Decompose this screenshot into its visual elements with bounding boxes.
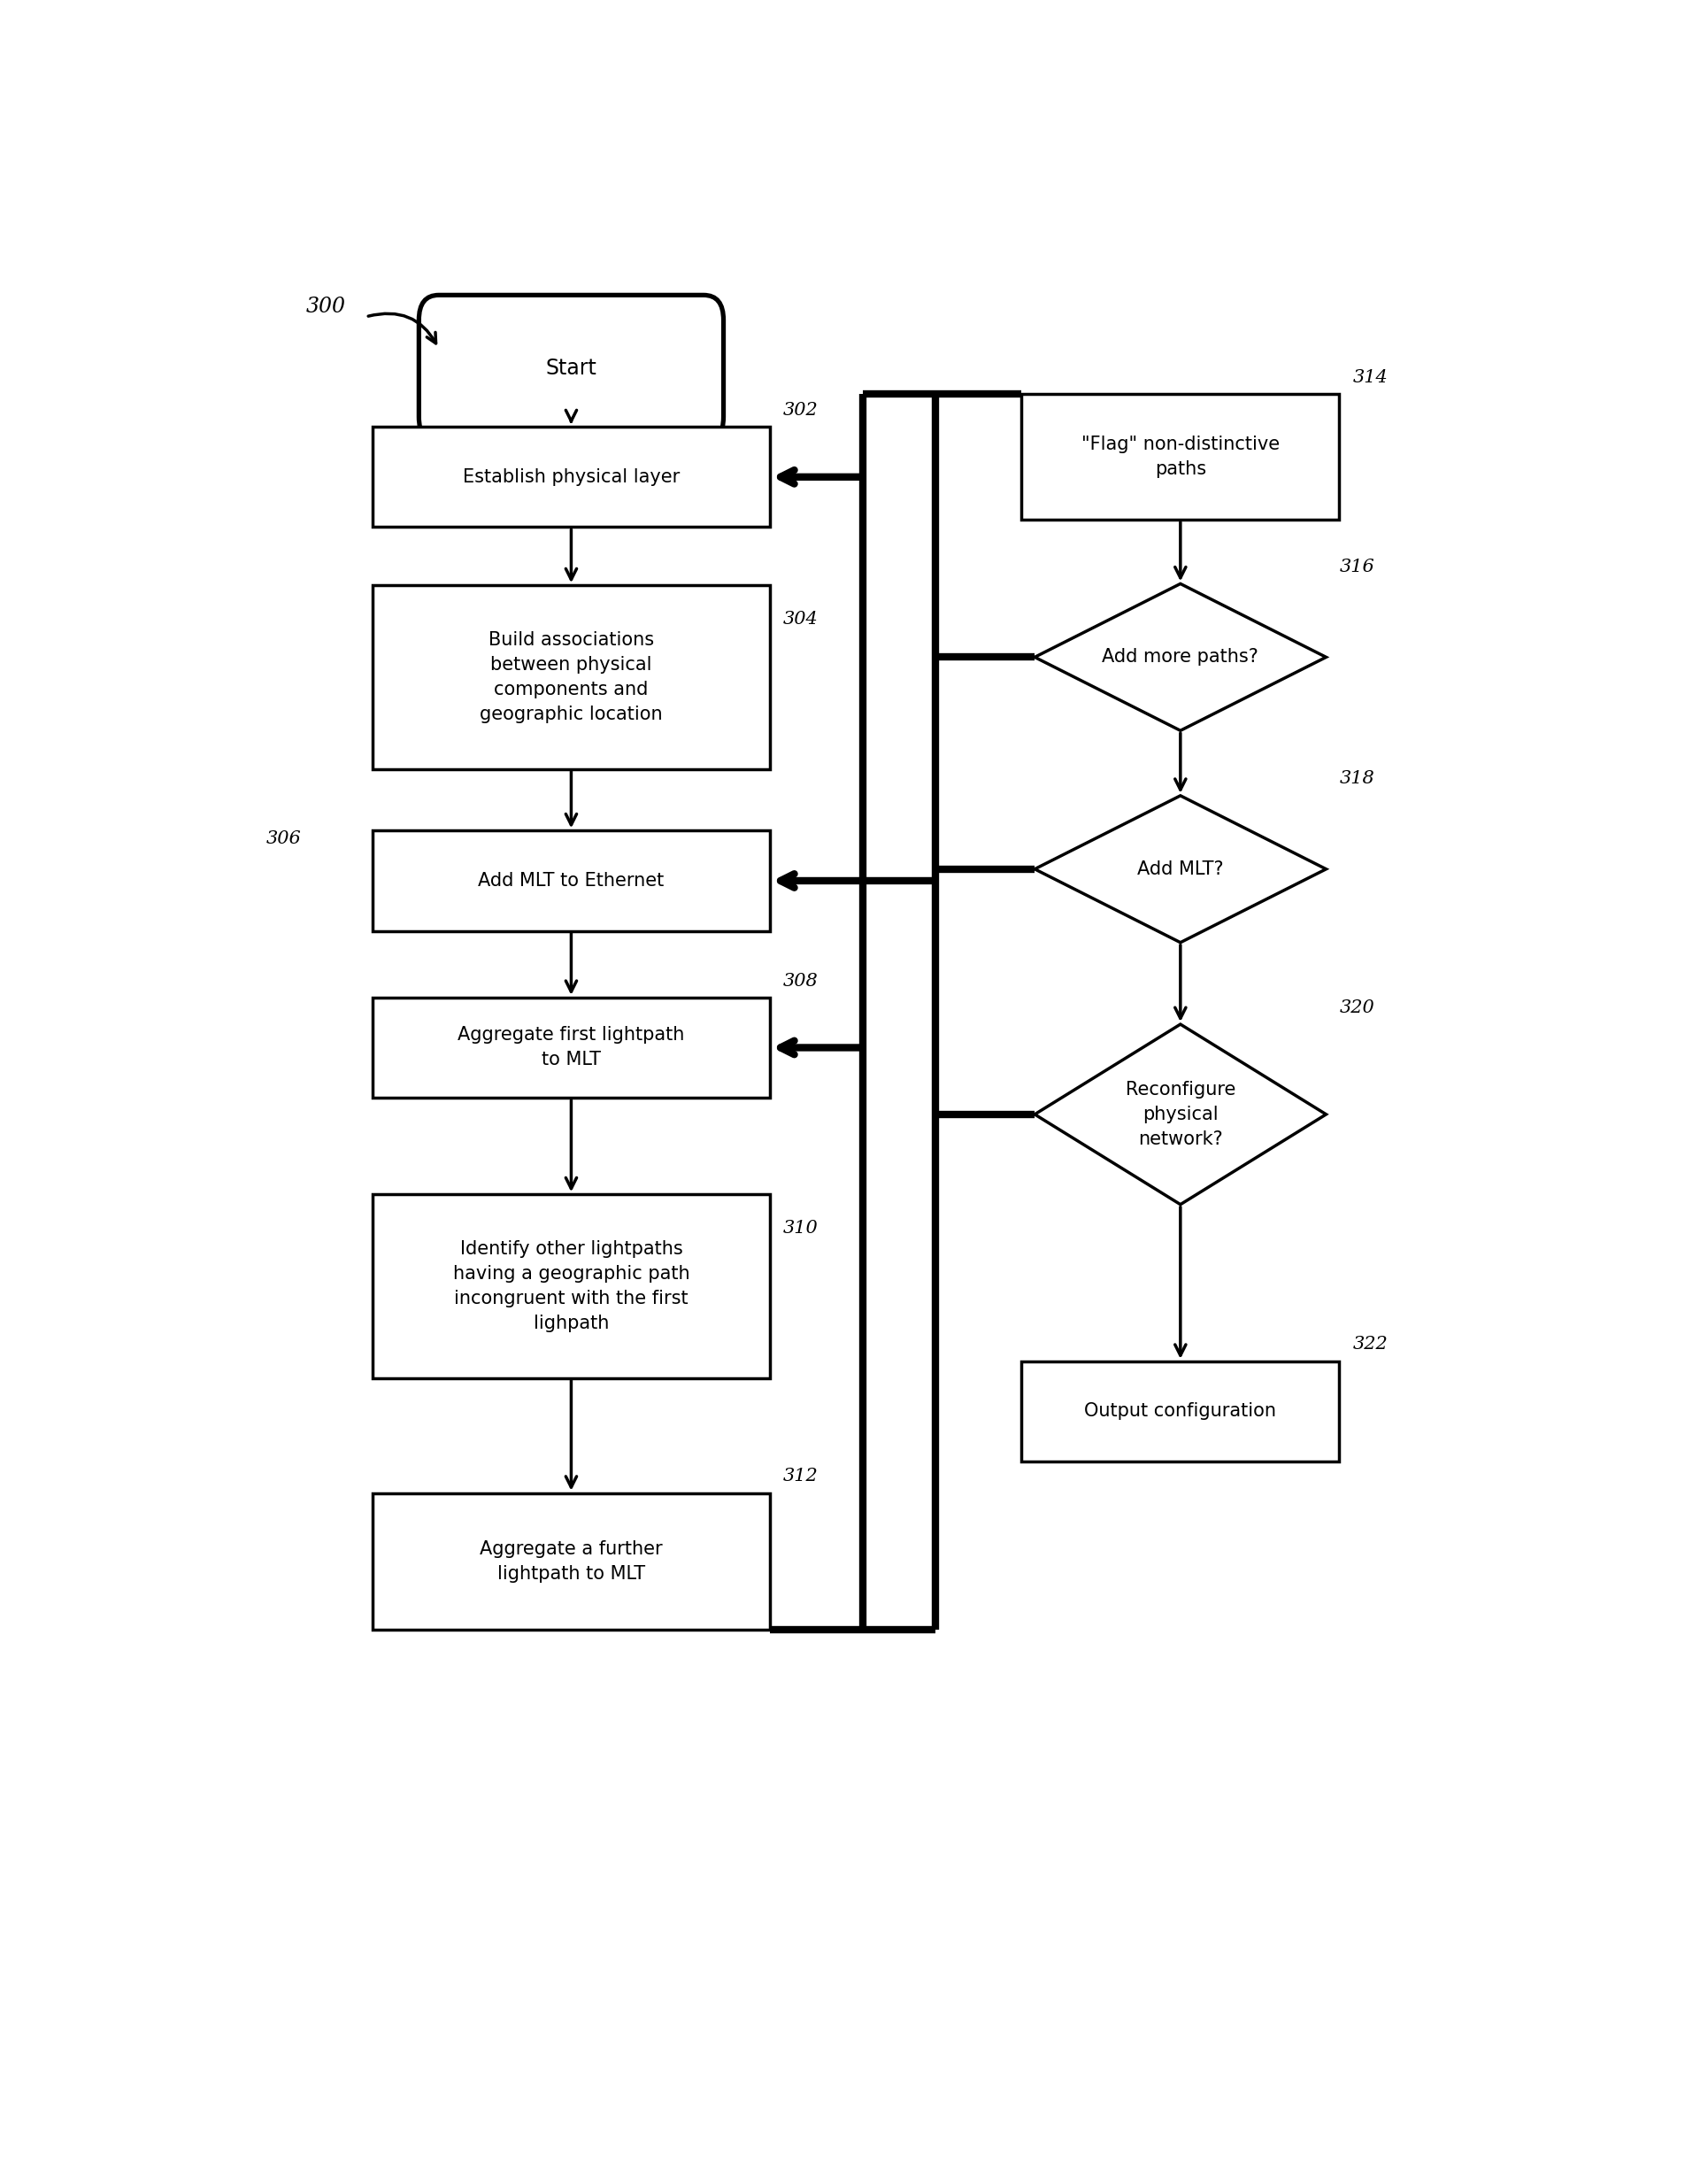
Text: Add MLT to Ethernet: Add MLT to Ethernet: [478, 871, 664, 891]
Text: 308: 308: [782, 973, 818, 990]
Text: "Flag" non-distinctive
paths: "Flag" non-distinctive paths: [1081, 436, 1279, 479]
Text: Aggregate a further
lightpath to MLT: Aggregate a further lightpath to MLT: [480, 1541, 663, 1582]
Bar: [372, 585, 770, 769]
Text: 316: 316: [1339, 559, 1373, 576]
FancyBboxPatch shape: [418, 295, 722, 442]
Polygon shape: [1035, 1025, 1325, 1205]
Bar: [372, 997, 770, 1099]
Text: 302: 302: [782, 401, 818, 418]
Text: Start: Start: [545, 358, 596, 379]
Bar: [372, 427, 770, 527]
Text: Add MLT?: Add MLT?: [1136, 860, 1223, 878]
Text: Output configuration: Output configuration: [1085, 1402, 1276, 1419]
Text: Aggregate first lightpath
to MLT: Aggregate first lightpath to MLT: [458, 1027, 685, 1068]
Text: Add more paths?: Add more paths?: [1102, 648, 1259, 665]
Polygon shape: [1035, 583, 1325, 730]
Polygon shape: [1035, 795, 1325, 943]
Text: 312: 312: [782, 1467, 818, 1484]
Bar: [1021, 1361, 1339, 1461]
Text: 310: 310: [782, 1220, 818, 1235]
Text: 320: 320: [1339, 999, 1373, 1016]
Text: Establish physical layer: Establish physical layer: [463, 468, 680, 485]
Text: Identify other lightpaths
having a geographic path
incongruent with the first
li: Identify other lightpaths having a geogr…: [453, 1240, 690, 1333]
Text: Build associations
between physical
components and
geographic location: Build associations between physical comp…: [480, 631, 663, 724]
Text: 318: 318: [1339, 771, 1373, 787]
Text: 306: 306: [266, 830, 302, 847]
Bar: [372, 830, 770, 932]
Bar: [372, 1194, 770, 1378]
Text: 314: 314: [1353, 368, 1387, 386]
Bar: [372, 1493, 770, 1630]
Text: 300: 300: [306, 297, 347, 316]
Bar: [1021, 394, 1339, 520]
Text: 304: 304: [782, 611, 818, 626]
Text: 322: 322: [1353, 1337, 1387, 1352]
Text: Reconfigure
physical
network?: Reconfigure physical network?: [1126, 1081, 1235, 1149]
